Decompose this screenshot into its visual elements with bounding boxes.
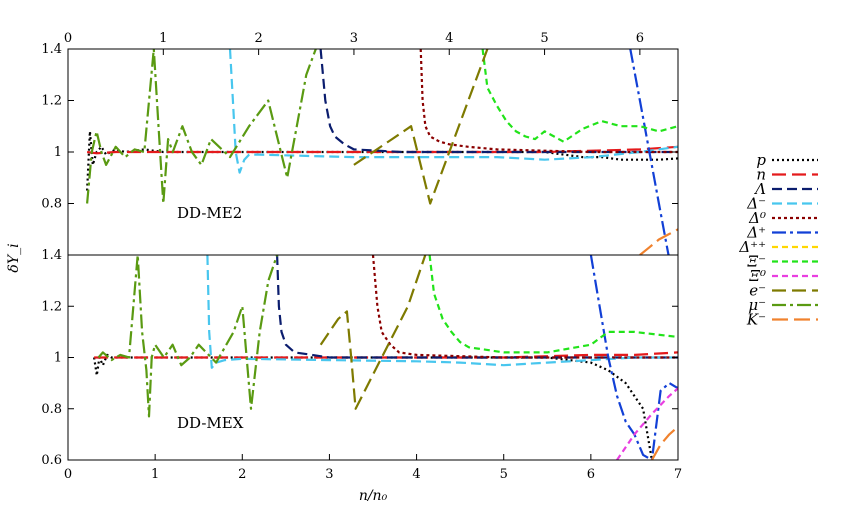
legend-label: n (756, 166, 766, 184)
series-line-p (86, 130, 678, 191)
y-tick-label: 0.8 (41, 197, 62, 212)
x-tick-label: 4 (412, 467, 420, 482)
legend-label: e⁻ (749, 282, 766, 300)
series-line-μ⁻ (86, 49, 317, 205)
top-x-tick-label: 3 (350, 31, 358, 46)
y-axis-title: δY_i (6, 243, 22, 272)
top-panel-curves (86, 49, 678, 255)
top-x-tick-label: 2 (254, 31, 262, 46)
panel-label-top: DD-ME2 (177, 204, 242, 222)
y-tick-label: 1.2 (41, 299, 62, 314)
x-tick-label: 7 (674, 467, 682, 482)
legend-label: Δ⁰ (748, 209, 766, 227)
series-line-Ξ⁰ (616, 387, 678, 460)
top-x-tick-label: 4 (445, 31, 453, 46)
bottom-panel-curves (93, 255, 678, 460)
top-x-tick-label: 6 (636, 31, 644, 46)
series-line-n (86, 145, 678, 155)
legend-label: Λ (753, 180, 766, 198)
series-line-Δ⁻ (228, 49, 678, 174)
series-line-e⁻ (319, 255, 427, 410)
y-tick-label: 1.4 (41, 248, 62, 263)
x-tick-label: 1 (151, 467, 159, 482)
series-line-K⁻ (650, 425, 678, 460)
series-line-Δ⁺ (629, 49, 671, 255)
legend-label: Ξ⁻ (747, 253, 766, 271)
panel-label-bottom: DD-MEX (177, 414, 244, 432)
legend-label: Δ⁺⁺ (738, 238, 766, 256)
series-line-e⁻ (353, 49, 489, 205)
series-line-K⁻ (639, 228, 678, 255)
y-tick-label: 0.8 (41, 402, 62, 417)
series-line-Ξ⁻ (428, 255, 678, 354)
legend-label: Δ⁻ (746, 195, 766, 213)
axes: 0.811.21.40.60.811.21.40 1 2 3 4 5 6 70 1 2 3 4 5 6 (41, 31, 682, 482)
series-line-Ξ⁻ (481, 49, 678, 143)
top-x-tick-label: 1 (159, 31, 167, 46)
series-line-Λ (319, 49, 678, 154)
y-tick-label: 1.2 (41, 94, 62, 109)
legend-label: p (756, 151, 766, 169)
legend-label: Ξ⁰ (748, 267, 766, 285)
series-line-Δ⁻ (206, 255, 678, 369)
y-tick-label: 0.6 (41, 453, 62, 468)
x-tick-label: 3 (325, 467, 333, 482)
x-tick-label: 0 (64, 467, 72, 482)
series-line-p (93, 353, 653, 460)
series-line-Λ (276, 255, 678, 359)
series-line-μ⁻ (97, 255, 279, 418)
top-x-tick-label: 0 (64, 31, 72, 46)
x-tick-label: 5 (500, 467, 508, 482)
legend-label: μ⁻ (748, 296, 766, 314)
x-tick-label: 6 (587, 467, 595, 482)
y-tick-label: 1 (54, 351, 62, 366)
y-tick-label: 1.4 (41, 42, 62, 57)
x-tick-label: 2 (238, 467, 246, 482)
top-x-tick-label: 5 (540, 31, 548, 46)
x-axis-title: n/n₀ (359, 488, 388, 504)
legend-label: Δ⁺ (746, 224, 766, 242)
legend-label: K⁻ (746, 311, 766, 329)
series-line-Δ⁰ (419, 49, 678, 154)
series-line-Δ⁰ (371, 255, 678, 359)
y-tick-label: 1 (54, 145, 62, 160)
